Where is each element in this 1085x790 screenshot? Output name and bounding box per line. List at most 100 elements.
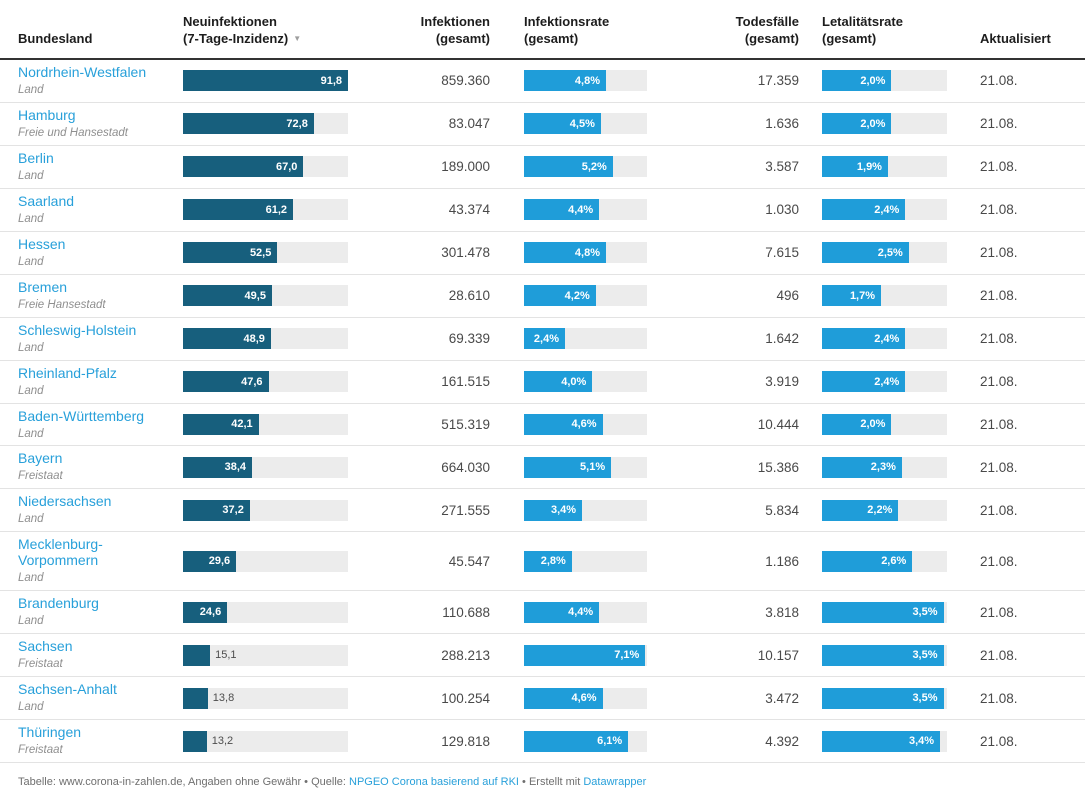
column-header-label: (gesamt) xyxy=(822,31,877,47)
state-cell: Bremen Freie Hansestadt xyxy=(0,279,183,313)
state-link[interactable]: Schleswig-Holstein xyxy=(18,321,137,338)
state-link[interactable]: Berlin xyxy=(18,149,54,166)
incidence-cell: 47,6 47,6 xyxy=(183,371,348,393)
state-cell: Thüringen Freistaat xyxy=(0,724,183,758)
updated-date: 21.08. xyxy=(980,459,1018,475)
infection-rate-value: 4,6% xyxy=(571,418,597,431)
lethality-rate-bar: 2,2% xyxy=(822,499,899,521)
updated-date: 21.08. xyxy=(980,604,1018,620)
state-link[interactable]: Sachsen xyxy=(18,638,73,655)
infection-rate-bar: 4,2% xyxy=(524,285,596,307)
incidence-cell: 49,5 49,5 xyxy=(183,285,348,307)
state-cell: Bayern Freistaat xyxy=(0,450,183,484)
table-row: Schleswig-Holstein Land 48,9 48,9 69.339… xyxy=(0,318,1085,361)
state-link[interactable]: Mecklenburg-Vorpommern xyxy=(18,536,103,569)
incidence-cell: 37,2 37,2 xyxy=(183,499,348,521)
creator-link[interactable]: Datawrapper xyxy=(583,776,647,789)
incidence-value: 42,1 xyxy=(231,418,253,431)
infection-rate-cell: 4,2% 4,2% xyxy=(490,285,647,307)
column-header-infektionen[interactable]: Infektionen (gesamt) xyxy=(348,14,490,48)
incidence-value-outside: 13,8 xyxy=(212,692,235,705)
infection-rate-cell: 4,8% 4,8% xyxy=(490,70,647,92)
incidence-cell: 48,9 48,9 xyxy=(183,328,348,350)
state-link[interactable]: Nordrhein-Westfalen xyxy=(18,64,147,80)
infection-rate-cell: 2,4% 2,4% xyxy=(490,328,647,350)
state-link[interactable]: Thüringen xyxy=(18,724,82,741)
state-link[interactable]: Rheinland-Pfalz xyxy=(18,364,117,381)
table-row: Thüringen Freistaat 13,2 13,2 129.818 6,… xyxy=(0,720,1085,764)
column-header-neuinfektionen[interactable]: Neuinfektionen (7-Tage-Inzidenz) ▼ xyxy=(183,14,348,48)
infections-total: 161.515 xyxy=(441,374,490,390)
deaths-total: 3.472 xyxy=(765,690,799,706)
deaths-total: 10.444 xyxy=(757,416,799,432)
state-link[interactable]: Niedersachsen xyxy=(18,493,112,510)
infection-rate-value: 2,4% xyxy=(533,332,559,345)
infection-rate-cell: 3,4% 3,4% xyxy=(490,499,647,521)
state-cell: Sachsen-Anhalt Land xyxy=(0,681,183,715)
deaths-total: 1.636 xyxy=(765,116,799,132)
updated-date: 21.08. xyxy=(980,116,1018,132)
incidence-bar-track: 38,4 38,4 xyxy=(183,456,348,478)
column-header-todesfaelle[interactable]: Todesfälle (gesamt) xyxy=(647,14,799,48)
state-link[interactable]: Hessen xyxy=(18,235,66,252)
infection-rate-bar: 7,1% xyxy=(524,644,646,666)
incidence-bar-track: 37,2 37,2 xyxy=(183,499,348,521)
column-header-letalitaetsrate[interactable]: Letalitätsrate (gesamt) xyxy=(799,14,947,48)
state-type-label: Freie und Hansestadt xyxy=(18,126,128,139)
infection-rate-bar: 5,1% xyxy=(524,456,612,478)
deaths-total: 17.359 xyxy=(757,73,799,89)
table-row: Hessen Land 52,5 52,5 301.478 4,8% 4,8% … xyxy=(0,232,1085,275)
state-link[interactable]: Bayern xyxy=(18,450,63,467)
infection-rate-bar-track: 2,4% 2,4% xyxy=(524,328,647,350)
state-link[interactable]: Bremen xyxy=(18,278,68,295)
source-link[interactable]: NPGEO Corona basierend auf RKI xyxy=(349,776,519,789)
infections-total: 110.688 xyxy=(442,604,490,620)
state-link[interactable]: Saarland xyxy=(18,192,75,209)
lethality-rate-bar-track: 3,4% 3,4% xyxy=(822,730,947,752)
deaths-total: 1.030 xyxy=(765,202,799,218)
incidence-cell: 72,8 72,8 xyxy=(183,113,348,135)
column-header-infektionsrate[interactable]: Infektionsrate (gesamt) xyxy=(490,14,647,48)
lethality-rate-bar-track: 2,0% 2,0% xyxy=(822,70,947,92)
state-link[interactable]: Hamburg xyxy=(18,106,76,123)
column-header-bundesland[interactable]: Bundesland xyxy=(0,31,183,48)
table-row: Bayern Freistaat 38,4 38,4 664.030 5,1% … xyxy=(0,446,1085,490)
state-link[interactable]: Brandenburg xyxy=(18,595,99,612)
state-link[interactable]: Sachsen-Anhalt xyxy=(18,681,117,698)
table-row: Nordrhein-Westfalen Land 91,8 91,8 859.3… xyxy=(0,60,1085,103)
infection-rate-bar-track: 4,5% 4,5% xyxy=(524,113,647,135)
incidence-bar: 48,9 xyxy=(183,328,271,350)
incidence-bar: 61,2 xyxy=(183,199,293,221)
incidence-value: 91,8 xyxy=(320,74,342,87)
lethality-rate-cell: 2,3% 2,3% xyxy=(799,456,947,478)
lethality-rate-bar: 3,4% xyxy=(822,730,941,752)
incidence-value: 52,5 xyxy=(249,246,272,259)
infection-rate-bar: 4,4% xyxy=(524,199,600,221)
infection-rate-bar-track: 5,1% 5,1% xyxy=(524,456,647,478)
incidence-cell: 24,6 24,6 xyxy=(183,601,348,623)
table-row: Brandenburg Land 24,6 24,6 110.688 4,4% … xyxy=(0,591,1085,635)
lethality-rate-value: 2,3% xyxy=(870,461,896,474)
state-link[interactable]: Baden-Württemberg xyxy=(18,407,145,424)
deaths-total: 3.919 xyxy=(765,374,799,390)
infections-total: 859.360 xyxy=(441,73,490,89)
infection-rate-bar-track: 4,0% 4,0% xyxy=(524,371,647,393)
incidence-bar-track: 67,0 67,0 xyxy=(183,156,348,178)
infection-rate-bar: 4,8% xyxy=(524,70,606,92)
deaths-total: 3.818 xyxy=(765,604,799,620)
state-cell: Niedersachsen Land xyxy=(0,493,183,527)
column-header-label: Infektionsrate xyxy=(524,14,610,30)
infection-rate-bar-track: 6,1% 6,1% xyxy=(524,730,647,752)
column-header-label: (gesamt) xyxy=(524,31,579,47)
incidence-value: 49,5 xyxy=(244,289,266,302)
deaths-total: 3.587 xyxy=(765,159,799,175)
table-row: Rheinland-Pfalz Land 47,6 47,6 161.515 4… xyxy=(0,361,1085,404)
column-header-aktualisiert[interactable]: Aktualisiert xyxy=(947,31,1085,48)
infections-total: 271.555 xyxy=(441,502,490,518)
lethality-rate-cell: 2,0% 2,0% xyxy=(799,70,947,92)
incidence-bar: 47,6 xyxy=(183,371,269,393)
incidence-value: 67,0 xyxy=(275,160,298,173)
updated-date: 21.08. xyxy=(980,733,1018,749)
infection-rate-bar-track: 4,4% 4,4% xyxy=(524,601,647,623)
incidence-bar-track: 72,8 72,8 xyxy=(183,113,348,135)
